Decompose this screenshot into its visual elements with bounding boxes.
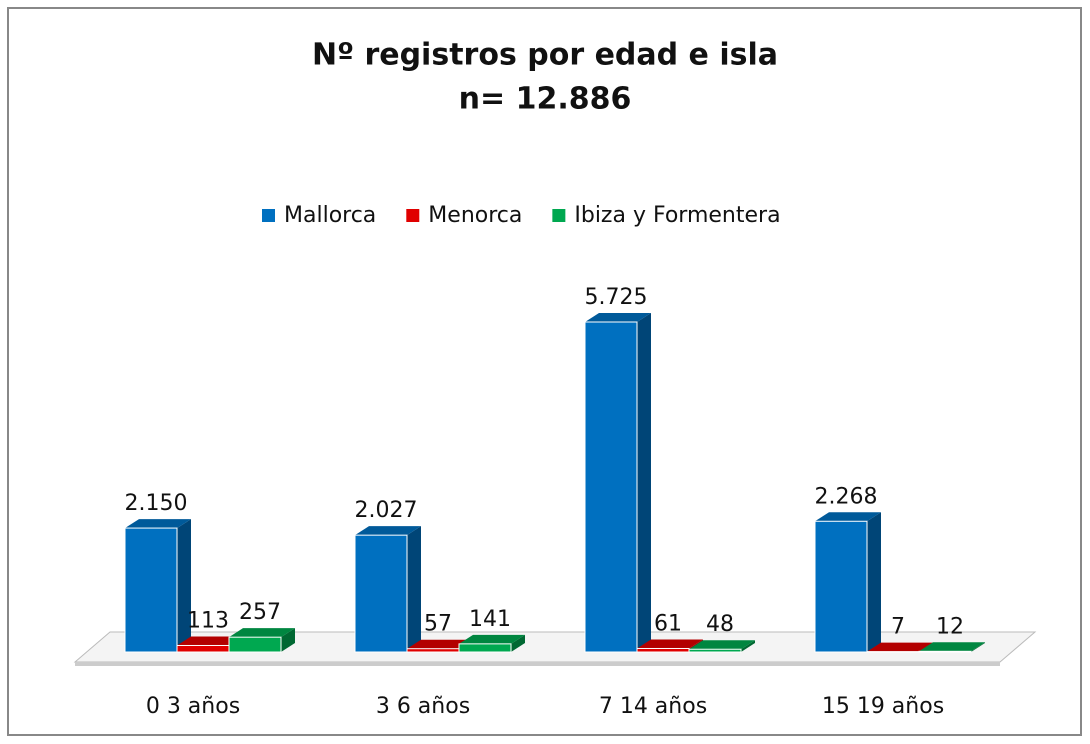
bar-top: [919, 642, 985, 652]
bar: [228, 636, 282, 653]
chart-title: Nº registros por edad e isla: [312, 38, 778, 73]
bar-side: [281, 628, 295, 652]
bar-side: [177, 519, 191, 652]
bar-top: [585, 313, 651, 322]
bar-top: [125, 519, 191, 529]
bar: [176, 644, 230, 653]
bar-top: [355, 526, 421, 536]
bar-top: [689, 640, 755, 650]
bar-top: [867, 642, 933, 652]
bar-top: [177, 636, 243, 646]
legend-label: Mallorca: [284, 203, 376, 228]
x-tick-label: 3 6 años: [376, 694, 470, 719]
bar: [636, 647, 690, 653]
data-label: 48: [706, 612, 734, 637]
x-tick-label: 0 3 años: [146, 694, 240, 719]
data-label: 141: [469, 607, 511, 632]
legend-label: Menorca: [428, 203, 522, 228]
bar: [688, 648, 742, 653]
bar: [354, 534, 408, 653]
chart-subtitle: n= 12.886: [459, 82, 632, 117]
data-label: 12: [936, 614, 964, 639]
legend-swatch: [406, 209, 420, 222]
bar: [406, 648, 460, 653]
data-label: 61: [654, 611, 682, 636]
bar-side: [741, 640, 755, 652]
bar-top: [229, 628, 295, 638]
bar: [918, 650, 972, 653]
bar-side: [511, 634, 525, 652]
legend-swatch: [552, 209, 566, 222]
floor-edge: [75, 662, 1000, 666]
bar: [458, 643, 512, 653]
bar-top: [459, 634, 525, 644]
bar-side: [407, 526, 421, 652]
data-label: 2.027: [355, 498, 418, 523]
legend-swatch: [262, 209, 275, 222]
bar-side: [971, 642, 985, 652]
x-tick-label: 7 14 años: [599, 694, 707, 719]
data-label: 7: [891, 615, 905, 640]
bar: [814, 520, 868, 653]
data-label: 257: [239, 600, 281, 625]
data-label: 5.725: [585, 285, 648, 310]
data-label: 2.150: [125, 491, 188, 516]
bar: [584, 321, 638, 653]
x-tick-label: 15 19 años: [822, 694, 944, 719]
bar-side: [867, 512, 881, 652]
bar-top: [637, 639, 703, 649]
data-label: 113: [187, 608, 229, 633]
bar-top: [815, 512, 881, 522]
bar-side: [637, 313, 651, 652]
bar-top: [407, 639, 473, 649]
legend-label: Ibiza y Formentera: [574, 203, 780, 228]
data-label: 57: [424, 612, 452, 637]
bar: [124, 527, 178, 653]
data-label: 2.268: [815, 484, 878, 509]
